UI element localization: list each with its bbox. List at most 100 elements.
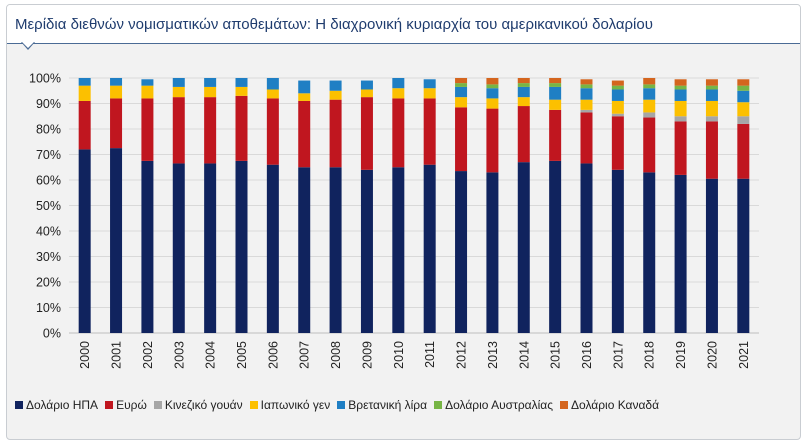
bar-segment	[580, 84, 593, 89]
y-tick-label: 90%	[36, 97, 61, 111]
bar-segment	[141, 160, 154, 334]
bar-segment	[517, 106, 530, 163]
chart-header: Μερίδια διεθνών νομισματικών αποθεμάτων:…	[7, 5, 800, 44]
y-tick-label: 30%	[36, 250, 61, 264]
x-axis-tick-labels: 2000 2001 2002 2003 2004 2005 2006 2007 2008 2009…	[78, 341, 751, 369]
x-tick-label: 2020	[705, 341, 719, 369]
bar-segment	[737, 85, 750, 91]
bar-segment	[737, 90, 750, 103]
legend-swatch-icon	[153, 401, 162, 409]
bar-segment	[643, 78, 656, 85]
y-tick-label: 70%	[36, 148, 61, 162]
bar-segment	[141, 85, 154, 99]
legend-label: Δολάριο ΗΠΑ	[26, 398, 99, 412]
y-tick-label: 100%	[29, 72, 61, 86]
bar-segment	[172, 163, 185, 333]
bar-segment	[643, 172, 656, 333]
bar-segment	[580, 79, 593, 85]
bar-segment	[360, 97, 373, 170]
bar-segment	[674, 79, 687, 86]
y-tick-label: 40%	[36, 225, 61, 239]
bar-segment	[643, 112, 656, 118]
bar-segment	[549, 160, 562, 334]
bar-segment	[204, 163, 217, 333]
bar-segment	[110, 78, 123, 86]
bar-segment	[549, 78, 562, 84]
bars	[78, 78, 750, 334]
bar-segment	[455, 171, 468, 333]
stacked-bar-chart: 0%10%20%30%40%50%60%70%80%90%100% 2000 20…	[29, 72, 759, 369]
bar-segment	[266, 164, 279, 333]
bar-segment	[674, 89, 687, 101]
bar-segment	[674, 116, 687, 122]
bar-segment	[674, 100, 687, 117]
x-tick-label: 2000	[78, 341, 92, 369]
x-tick-label: 2015	[549, 341, 563, 369]
bar-segment	[204, 78, 217, 87]
bar-segment	[329, 99, 342, 168]
bar-segment	[705, 85, 718, 90]
bar-segment	[674, 121, 687, 175]
bar-segment	[455, 83, 468, 87]
bar-segment	[486, 108, 499, 173]
bar-segment	[580, 88, 593, 100]
bar-segment	[517, 83, 530, 87]
bar-segment	[643, 84, 656, 89]
x-tick-label: 2001	[110, 341, 124, 369]
bar-segment	[329, 167, 342, 333]
bar-segment	[141, 98, 154, 161]
bar-segment	[455, 107, 468, 172]
x-tick-label: 2013	[486, 341, 500, 369]
legend-label: Δολάριο Καναδά	[570, 398, 660, 412]
chart-title: Μερίδια διεθνών νομισματικών αποθεμάτων:…	[15, 16, 653, 33]
bar-segment	[549, 99, 562, 110]
bar-segment	[486, 98, 499, 109]
bar-segment	[172, 78, 185, 87]
bar-segment	[110, 98, 123, 149]
bar-segment	[392, 78, 405, 89]
y-tick-label: 50%	[36, 199, 61, 213]
legend-label: Ευρώ	[116, 398, 147, 412]
x-tick-label: 2016	[580, 341, 594, 369]
bar-segment	[611, 100, 624, 114]
bar-segment	[674, 174, 687, 333]
legend-label: Δολάριο Αυστραλίας	[445, 398, 553, 412]
bar-segment	[110, 85, 123, 99]
bar-segment	[235, 78, 248, 87]
bar-segment	[737, 102, 750, 117]
bar-segment	[643, 117, 656, 173]
bar-segment	[455, 78, 468, 84]
y-tick-label: 10%	[36, 301, 61, 315]
x-tick-label: 2021	[737, 341, 751, 369]
bar-segment	[486, 84, 499, 89]
bar-segment	[517, 86, 530, 98]
bar-segment	[486, 88, 499, 99]
bar-segment	[392, 98, 405, 168]
bar-segment	[298, 93, 311, 101]
legend-item: Δολάριο Καναδά	[559, 398, 660, 412]
bar-segment	[705, 89, 718, 101]
bar-segment	[611, 89, 624, 101]
bar-segment	[580, 109, 593, 113]
x-tick-label: 2003	[172, 341, 186, 369]
bar-segment	[674, 85, 687, 90]
legend-item: Βρετανική λίρα	[337, 398, 427, 412]
bar-segment	[298, 100, 311, 168]
x-tick-label: 2002	[141, 341, 155, 369]
bar-segment	[486, 78, 499, 85]
bar-segment	[392, 167, 405, 333]
y-tick-label: 0%	[43, 327, 61, 341]
bar-segment	[737, 116, 750, 124]
bar-segment	[517, 97, 530, 107]
bar-segment	[392, 88, 405, 99]
bar-segment	[643, 88, 656, 100]
bar-segment	[705, 100, 718, 117]
bar-segment	[737, 79, 750, 86]
x-tick-label: 2004	[204, 341, 218, 369]
legend-item: Δολάριο ΗΠΑ	[15, 398, 98, 412]
bar-segment	[235, 95, 248, 161]
bar-segment	[172, 86, 185, 98]
legend-item: Ιαπωνικό γεν	[249, 398, 330, 412]
y-axis-tick-labels: 0% 10% 20% 30% 40% 50% 60% 70% 80% 90% 100%	[29, 72, 61, 341]
legend-swatch-icon	[249, 401, 258, 409]
